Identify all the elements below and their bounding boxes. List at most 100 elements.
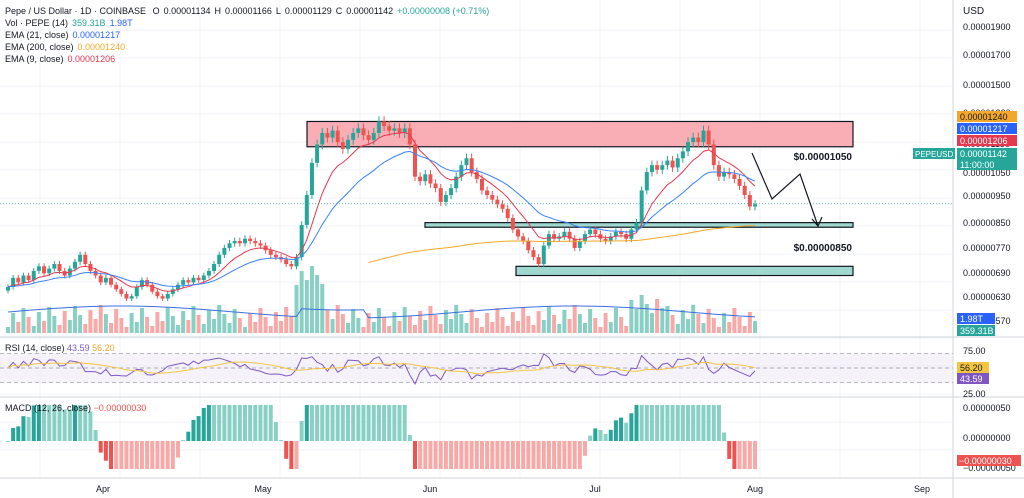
volume-bar	[150, 326, 155, 333]
volume-bar	[562, 310, 567, 333]
candle-body	[42, 266, 47, 274]
volume-bar	[325, 310, 330, 333]
candle-body	[577, 241, 582, 248]
candle-body	[57, 264, 62, 271]
rsi-legend: RSI (14, close) 43.59 56.20	[5, 343, 115, 353]
volume-bar	[392, 312, 397, 333]
volume-bar	[186, 320, 191, 333]
macd-histogram-bar	[103, 441, 108, 461]
macd-histogram-bar	[686, 405, 691, 441]
macd-histogram-bar	[366, 405, 371, 441]
macd-tick-label: 0.00000050	[963, 403, 1011, 413]
volume-bar	[315, 275, 320, 333]
candle-body	[258, 243, 263, 246]
candle-body	[356, 128, 361, 133]
macd-histogram-bar	[382, 405, 387, 441]
volume-bar	[356, 318, 361, 333]
volume-bar	[160, 321, 165, 333]
candle-body	[21, 275, 26, 283]
candle-body	[227, 243, 232, 248]
macd-histogram-bar	[129, 441, 134, 469]
rsi-tick-label: 25.00	[963, 389, 986, 399]
rsi-ma-line	[7, 361, 756, 375]
volume-bar	[145, 317, 150, 333]
volume-bar	[588, 309, 593, 333]
macd-histogram-bar	[737, 441, 742, 469]
volume-bar	[330, 319, 335, 333]
candle-body	[155, 291, 160, 297]
volume-bar	[479, 327, 484, 333]
volume-bar	[660, 308, 665, 333]
candle-body	[134, 287, 139, 297]
macd-histogram-bar	[485, 441, 490, 469]
volume-bar	[284, 307, 289, 333]
volume-bar	[139, 308, 144, 333]
price-tick-label: 0.00000850	[963, 218, 1011, 228]
candle-body	[449, 188, 454, 196]
macd-histogram-bar	[36, 405, 41, 441]
macd-histogram-bar	[644, 405, 649, 441]
macd-histogram-bar	[201, 407, 206, 441]
candle-body	[655, 165, 660, 170]
volume-bar	[438, 324, 443, 333]
price-tick-label: 0.00000770	[963, 243, 1011, 253]
volume-bar	[176, 325, 181, 333]
candle-body	[351, 132, 356, 140]
x-axis-label: May	[254, 484, 272, 494]
candle-body	[670, 160, 675, 168]
macd-histogram-bar	[330, 405, 335, 441]
projection-arrow	[751, 152, 819, 227]
candle-body	[299, 224, 304, 258]
macd-histogram-bar	[443, 441, 448, 469]
candle-body	[248, 238, 253, 242]
macd-histogram-bar	[232, 405, 237, 441]
candle-body	[469, 158, 474, 173]
candle-body	[701, 130, 706, 143]
volume-bar	[227, 323, 232, 333]
volume-bar	[454, 305, 459, 333]
price-tick-label: 0.00001500	[963, 80, 1011, 90]
volume-bar	[711, 318, 716, 333]
macd-histogram-bar	[500, 441, 505, 469]
candle-body	[490, 195, 495, 200]
macd-histogram-bar	[315, 405, 320, 441]
macd-histogram-bar	[346, 405, 351, 441]
macd-histogram-bar	[567, 441, 572, 469]
volume-bar	[665, 306, 670, 333]
macd-histogram-bar	[21, 416, 26, 441]
macd-histogram-bar	[304, 405, 309, 441]
volume-bar	[418, 311, 423, 333]
candle-body	[129, 296, 134, 299]
candle-body	[428, 174, 433, 184]
candle-body	[268, 250, 273, 255]
candle-body	[206, 270, 211, 276]
rsi-tick-label: 75.00	[963, 346, 986, 356]
volume-bar	[727, 322, 732, 333]
macd-histogram-bar	[454, 441, 459, 469]
candle-body	[665, 160, 670, 166]
macd-histogram-bar	[217, 405, 222, 441]
volume-bar	[155, 312, 160, 333]
candle-body	[716, 165, 721, 177]
volume-bar	[608, 322, 613, 333]
volume-bar	[217, 305, 222, 333]
macd-histogram-bar	[325, 405, 330, 441]
volume-bar	[83, 324, 88, 333]
macd-histogram-bar	[222, 405, 227, 441]
candle-body	[613, 231, 618, 237]
macd-histogram-bar	[608, 429, 613, 441]
macd-histogram-bar	[227, 405, 232, 441]
candle-body	[36, 266, 41, 271]
volume-tag-value: 1.98T	[960, 314, 984, 324]
macd-histogram-bar	[176, 441, 181, 458]
candle-body	[325, 132, 330, 138]
macd-histogram-bar	[119, 441, 124, 469]
candle-body	[696, 137, 701, 143]
macd-histogram-bar	[680, 405, 685, 441]
candle-body	[438, 188, 443, 202]
volume-bar	[680, 310, 685, 333]
volume-bar	[196, 315, 201, 333]
volume-bar	[294, 285, 299, 333]
macd-histogram-bar	[273, 422, 278, 441]
